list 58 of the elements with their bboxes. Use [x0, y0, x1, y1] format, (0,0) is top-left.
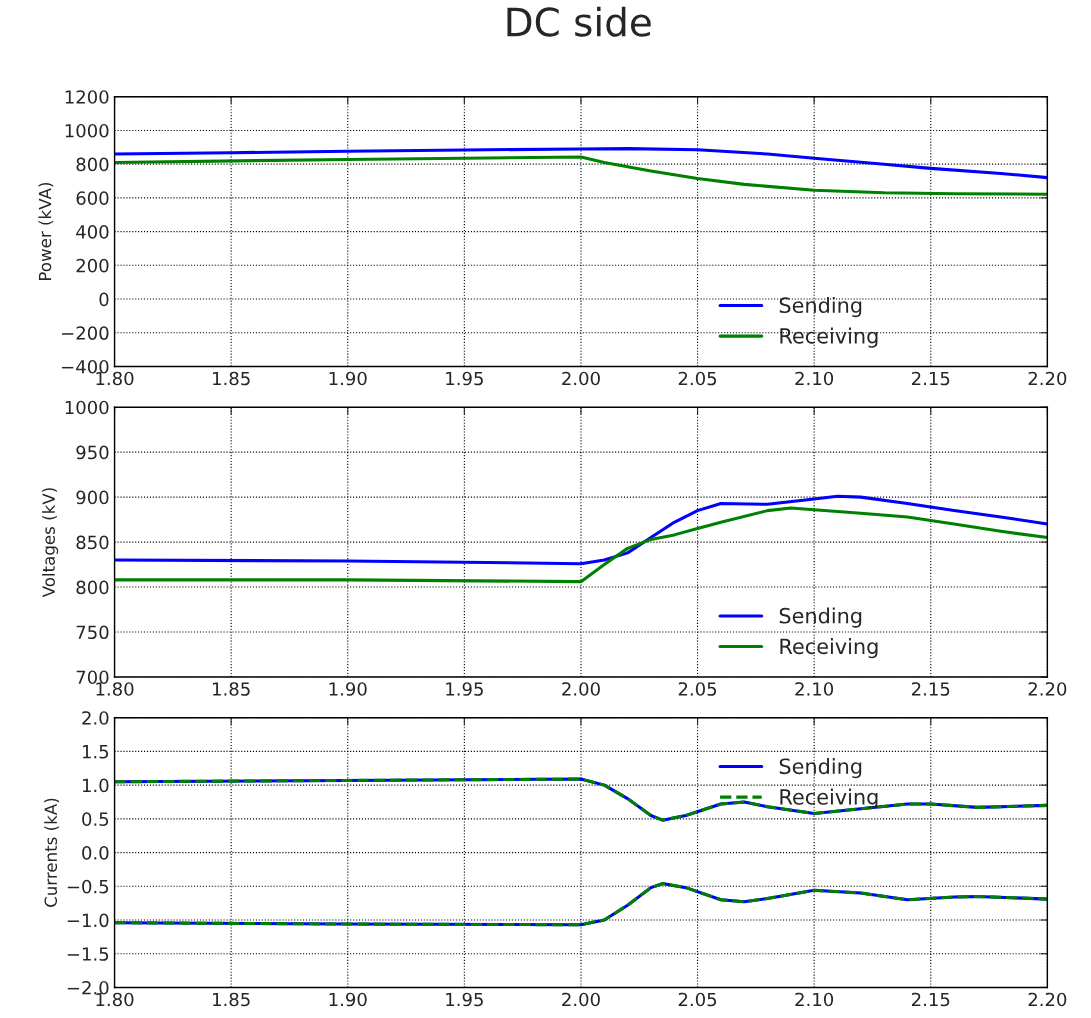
y-tick-label: −1.5	[67, 947, 109, 961]
legend-label: Receiving	[780, 638, 878, 659]
y-tick-label: 0.0	[82, 846, 109, 860]
y-tick-label: 0.5	[82, 812, 109, 826]
x-tick-label: 2.05	[678, 682, 717, 696]
y-tick-label: 1200	[65, 90, 109, 104]
legend-label: Sending	[779, 607, 862, 628]
y-tick-label: 200	[76, 258, 109, 273]
y-tick-label: 800	[76, 157, 109, 172]
x-tick-label: 1.85	[213, 682, 250, 696]
x-tick-label: 1.80	[96, 682, 134, 696]
y-tick-label: 400	[76, 225, 109, 239]
y-tick-label: 600	[76, 191, 109, 205]
y-tick-label: 1000	[65, 400, 109, 415]
x-tick-label: 1.90	[329, 371, 367, 386]
x-tick-label: 2.00	[562, 992, 600, 1007]
y-axis-title: Currents (kA)	[44, 798, 60, 907]
x-tick-label: 1.90	[329, 682, 367, 696]
x-tick-label: 2.05	[678, 371, 717, 386]
x-tick-label: 2.00	[562, 371, 600, 386]
y-tick-label: −0.5	[67, 879, 109, 894]
x-tick-label: 2.10	[795, 682, 834, 696]
y-axis-title: Power (kVA)	[38, 182, 54, 280]
x-tick-label: 2.10	[795, 992, 834, 1007]
legend-label: Receiving	[780, 327, 878, 348]
x-tick-label: 1.95	[446, 371, 483, 386]
x-tick-label: 1.90	[329, 992, 367, 1007]
legend-label: Receiving	[780, 788, 878, 809]
y-tick-label: 850	[76, 535, 109, 550]
y-tick-label: 1000	[65, 123, 109, 138]
y-tick-label: 800	[76, 580, 109, 595]
legend-label: Sending	[779, 758, 862, 779]
x-tick-label: 2.20	[1028, 992, 1067, 1007]
y-tick-label: −1.0	[67, 913, 109, 928]
y-tick-label: 900	[76, 490, 109, 505]
chart-title: DC side	[507, 6, 651, 37]
x-tick-label: 1.85	[213, 992, 250, 1007]
y-tick-label: 700	[76, 670, 109, 685]
x-tick-label: 2.20	[1028, 371, 1067, 386]
x-tick-label: 2.15	[911, 992, 950, 1007]
y-tick-label: 0	[99, 292, 109, 307]
y-axis-title: Voltages (kV)	[42, 488, 59, 598]
y-tick-label: −200	[62, 326, 109, 340]
x-tick-label: 2.05	[678, 992, 717, 1007]
x-tick-label: 2.15	[911, 371, 950, 386]
x-tick-label: 2.15	[911, 682, 950, 696]
y-tick-label: 2.0	[82, 711, 109, 725]
x-tick-label: 1.95	[446, 682, 483, 696]
x-tick-label: 2.10	[795, 371, 834, 386]
x-tick-label: 1.95	[446, 992, 483, 1007]
y-tick-label: 750	[76, 625, 109, 640]
x-tick-label: 1.85	[213, 371, 250, 386]
x-tick-label: 2.00	[562, 682, 600, 696]
legend-label: Sending	[779, 296, 862, 318]
y-tick-label: 950	[76, 445, 109, 460]
y-tick-label: 1.5	[82, 745, 109, 759]
y-tick-label: 1.0	[82, 778, 109, 793]
x-tick-label: 2.20	[1028, 682, 1067, 696]
